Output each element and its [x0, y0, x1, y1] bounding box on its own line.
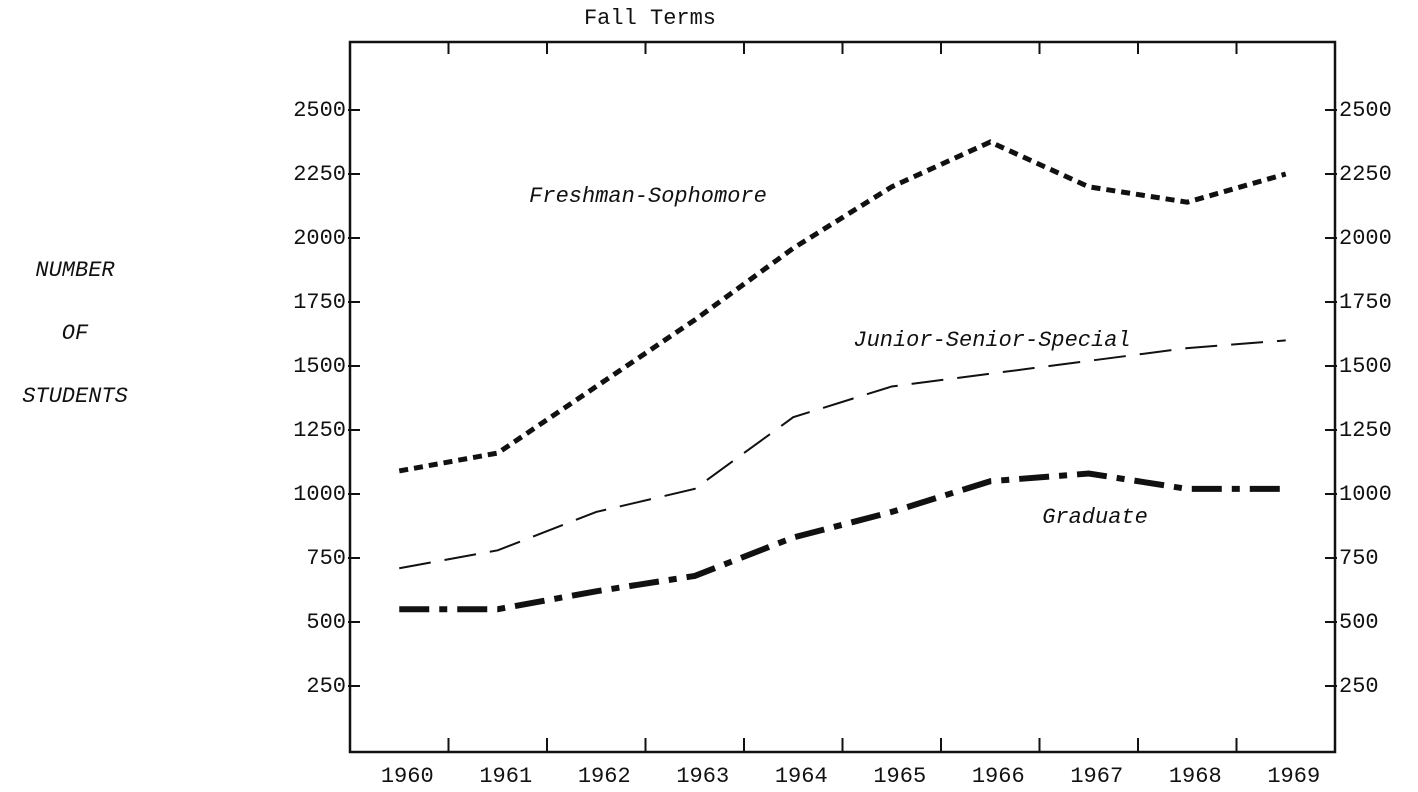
- y-axis-label: OF: [62, 321, 89, 346]
- x-tick-label: 1969: [1267, 764, 1320, 789]
- x-tick-label: 1967: [1070, 764, 1123, 789]
- y-tick-label: 2250: [293, 162, 346, 187]
- y-tick-label: 500: [306, 610, 346, 635]
- y2-tick-label: 1750: [1339, 290, 1392, 315]
- y-tick-label: 2000: [293, 226, 346, 251]
- y2-tick-label: 2250: [1339, 162, 1392, 187]
- y2-tick-label: 250: [1339, 674, 1379, 699]
- x-tick-label: 1962: [578, 764, 631, 789]
- y-tick-label: 750: [306, 546, 346, 571]
- y2-tick-label: 1000: [1339, 482, 1392, 507]
- series-line: [399, 339, 1286, 570]
- plot-frame: [348, 40, 1337, 754]
- x-tick-label: 1960: [381, 764, 434, 789]
- y2-tick-label: 1500: [1339, 354, 1392, 379]
- series-line: [398, 139, 1287, 474]
- y-tick-label: 250: [306, 674, 346, 699]
- series-label: Freshman-Sophomore: [529, 184, 767, 209]
- y-axis-label: STUDENTS: [22, 384, 128, 409]
- x-tick-label: 1968: [1169, 764, 1222, 789]
- y2-tick-label: 750: [1339, 546, 1379, 571]
- chart-title: Fall Terms: [584, 6, 716, 31]
- series-label: Graduate: [1042, 505, 1148, 530]
- y2-tick-label: 500: [1339, 610, 1379, 635]
- x-tick-label: 1966: [972, 764, 1025, 789]
- x-tick-label: 1965: [873, 764, 926, 789]
- x-tick-label: 1963: [676, 764, 729, 789]
- series-line: [399, 470, 1286, 613]
- y2-tick-label: 2500: [1339, 98, 1392, 123]
- x-tick-label: 1961: [479, 764, 532, 789]
- series-label: Junior-Senior-Special: [853, 328, 1130, 353]
- y-tick-label: 1250: [293, 418, 346, 443]
- y-tick-label: 1500: [293, 354, 346, 379]
- y-tick-label: 1750: [293, 290, 346, 315]
- y-tick-label: 2500: [293, 98, 346, 123]
- y2-tick-label: 1250: [1339, 418, 1392, 443]
- y2-tick-label: 2000: [1339, 226, 1392, 251]
- x-tick-label: 1964: [775, 764, 828, 789]
- y-tick-label: 1000: [293, 482, 346, 507]
- y-axis-label: NUMBER: [35, 258, 115, 283]
